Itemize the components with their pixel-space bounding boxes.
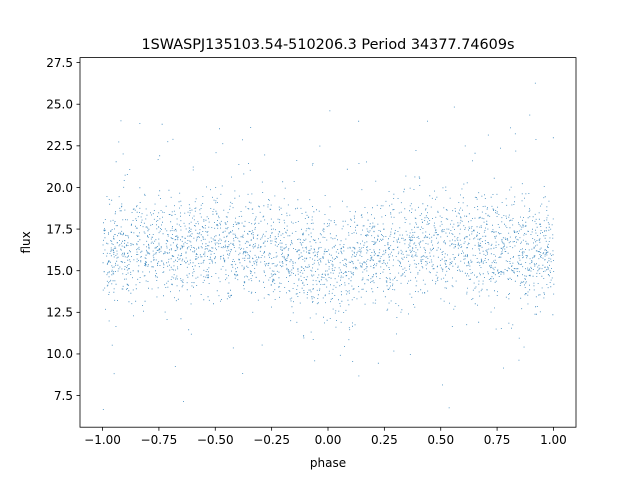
chart-title: 1SWASPJ135103.54-510206.3 Period 34377.7… — [142, 37, 515, 53]
x-tick-label: −0.25 — [253, 433, 290, 447]
x-axis-label: phase — [310, 456, 346, 470]
y-tick-label: 27.5 — [46, 56, 73, 70]
y-tick-label: 22.5 — [46, 139, 73, 153]
y-axis: 7.5 10.0 12.5 15.0 17.5 20.0 22.5 25.0 27.5 — [46, 56, 80, 403]
y-axis-label: flux — [19, 231, 33, 253]
x-tick-label: 1.00 — [540, 433, 567, 447]
x-axis: −1.00 −0.75 −0.50 −0.25 0.00 0.25 0.50 0.75 1.00 — [84, 427, 567, 447]
x-tick-label: 0.00 — [315, 433, 342, 447]
x-tick-label: 0.50 — [427, 433, 454, 447]
y-tick-label: 15.0 — [46, 264, 73, 278]
x-tick-label: −0.75 — [141, 433, 178, 447]
y-tick-label: 12.5 — [46, 306, 73, 320]
y-tick-label: 25.0 — [46, 98, 73, 112]
y-tick-label: 7.5 — [54, 389, 73, 403]
x-tick-label: 0.75 — [484, 433, 511, 447]
y-tick-label: 17.5 — [46, 222, 73, 236]
x-tick-label: −0.50 — [197, 433, 234, 447]
x-tick-label: −1.00 — [84, 433, 121, 447]
y-tick-label: 20.0 — [46, 181, 73, 195]
x-tick-label: 0.25 — [371, 433, 398, 447]
y-tick-label: 10.0 — [46, 347, 73, 361]
